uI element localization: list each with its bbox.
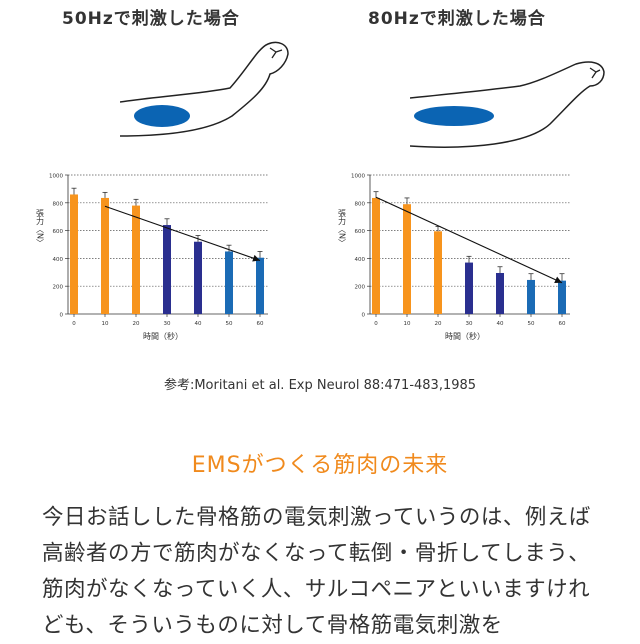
bar: [225, 251, 233, 314]
muscle-highlight: [134, 105, 190, 127]
y-tick-label: 400: [355, 257, 366, 263]
x-tick-label: 30: [466, 321, 473, 327]
x-axis-label: 時間（秒）: [445, 331, 485, 341]
error-bars: [71, 187, 263, 258]
x-tick-label: 20: [133, 321, 140, 327]
y-tick-label: 400: [53, 257, 64, 263]
trend-arrowhead: [554, 276, 562, 283]
y-tick-label: 600: [355, 229, 366, 235]
x-axis-label: 時間（秒）: [143, 331, 183, 341]
x-tick-label: 50: [528, 321, 535, 327]
x-tick-label: 60: [257, 321, 264, 327]
x-tick-labels: 0 10 20 30 40 50 60: [72, 314, 264, 327]
y-axis-label: 張力〈N〉: [36, 209, 45, 247]
bar: [434, 231, 442, 314]
x-tick-label: 20: [435, 321, 442, 327]
x-tick-labels: 0 10 20 30 40 50 60: [374, 314, 566, 327]
x-tick-label: 10: [404, 321, 411, 327]
trend-arrow: [104, 205, 261, 262]
y-tick-label: 1000: [49, 174, 63, 180]
y-tick-labels: 0 200 400 600 800 1000: [351, 174, 366, 319]
y-tick-label: 800: [355, 201, 366, 207]
bar: [403, 204, 411, 314]
flexed-arm-illustration-left: [120, 41, 289, 137]
y-tick-label: 200: [53, 285, 64, 291]
x-tick-label: 0: [72, 321, 76, 327]
fist-lines: [589, 67, 601, 79]
x-tick-label: 40: [195, 321, 202, 327]
arm-outline: [120, 41, 289, 137]
chart-title-80hz: 80Hzで刺激した場合: [368, 9, 546, 29]
bar-chart-80hz: 0 200 400 600 800 1000 0 10 20 30 40 50 60 張力〈N〉 時間…: [338, 174, 570, 341]
flexed-arm-illustration-right: [410, 61, 605, 148]
trend-line: [104, 205, 261, 262]
bars: [372, 197, 566, 314]
y-tick-label: 0: [60, 313, 64, 319]
y-tick-label: 200: [355, 285, 366, 291]
x-tick-label: 40: [497, 321, 504, 327]
trend-arrow: [375, 196, 563, 284]
y-axis-label: 張力〈N〉: [338, 209, 347, 247]
y-tick-label: 800: [53, 201, 64, 207]
fist-lines: [269, 47, 283, 59]
bar: [465, 262, 473, 314]
chart-title-50hz: 50Hzで刺激した場合: [62, 9, 240, 29]
bar: [70, 194, 78, 314]
bars: [70, 194, 264, 314]
trend-line: [375, 196, 563, 284]
section-heading: EMSがつくる筋肉の未来: [191, 453, 449, 478]
x-tick-label: 10: [102, 321, 109, 327]
bar: [372, 197, 380, 314]
x-tick-label: 0: [374, 321, 378, 327]
bar-chart-50hz: 0 200 400 600 800 1000 0 10 20 30 40 50 60 張力〈N〉 時間…: [36, 174, 268, 341]
y-tick-labels: 0 200 400 600 800 1000: [49, 174, 64, 319]
muscle-highlight: [414, 106, 494, 126]
reference-citation: 参考:Moritani et al. Exp Neurol 88:471-483…: [163, 378, 477, 393]
y-tick-label: 0: [362, 313, 366, 319]
bar: [132, 205, 140, 314]
y-tick-label: 1000: [351, 174, 365, 180]
x-tick-label: 50: [226, 321, 233, 327]
y-tick-label: 600: [53, 229, 64, 235]
arm-outline: [410, 61, 605, 148]
bar: [527, 279, 535, 314]
x-tick-label: 30: [164, 321, 171, 327]
body-paragraph: 今日お話しした骨格筋の電気刺激っていうのは、例えば高齢者の方で筋肉がなくなって転…: [42, 505, 591, 638]
bar: [558, 280, 566, 314]
bar: [496, 272, 504, 314]
x-tick-label: 60: [559, 321, 566, 327]
bar: [163, 225, 171, 314]
bar: [194, 241, 202, 314]
trend-arrowhead: [252, 254, 260, 262]
bar: [256, 257, 264, 314]
bar: [101, 197, 109, 314]
